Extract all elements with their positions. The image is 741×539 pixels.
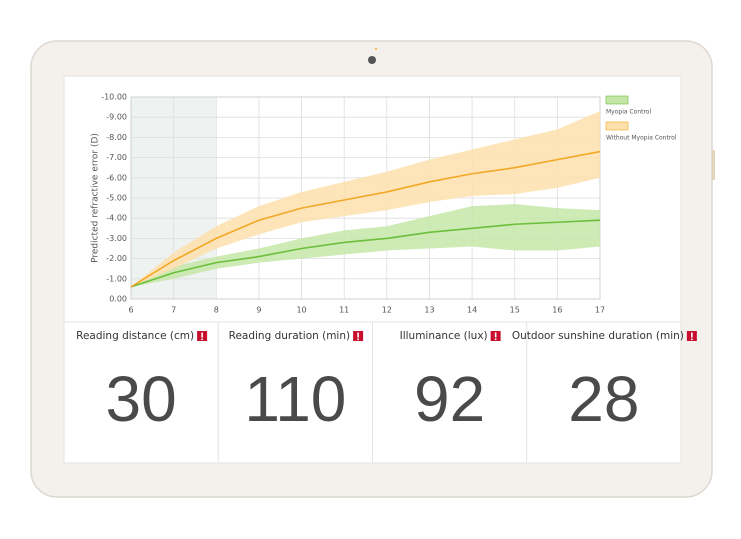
panels: Reading distance (cm) 30 Reading duration … bbox=[76, 322, 697, 463]
warning-icon-bar bbox=[691, 332, 693, 338]
y-tick-label: 0.00 bbox=[109, 295, 127, 304]
x-tick-label: 13 bbox=[424, 306, 434, 315]
panel-label: Reading duration (min) bbox=[229, 330, 350, 342]
panel-value: 30 bbox=[106, 363, 177, 435]
panel-value: 110 bbox=[244, 363, 346, 435]
x-tick-label: 14 bbox=[467, 306, 477, 315]
side-button bbox=[712, 150, 715, 180]
x-tick-label: 15 bbox=[510, 306, 520, 315]
confidence-band bbox=[131, 111, 600, 287]
y-tick-label: -1.00 bbox=[106, 274, 127, 283]
warning-icon-dot bbox=[494, 338, 497, 341]
warning-icon-bar bbox=[357, 332, 359, 338]
confidence-band bbox=[131, 204, 600, 287]
y-tick-label: -10.00 bbox=[101, 93, 127, 102]
x-tick-label: 8 bbox=[214, 306, 219, 315]
sensor bbox=[375, 48, 377, 50]
camera bbox=[368, 56, 376, 64]
series-line bbox=[130, 150, 601, 288]
legend-swatch bbox=[605, 95, 629, 105]
panel-label: Outdoor sunshine duration (min) bbox=[512, 330, 684, 342]
series-line bbox=[130, 219, 601, 288]
warning-icon-dot bbox=[357, 338, 359, 341]
x-tick-label: 9 bbox=[256, 306, 261, 315]
x-tick-label: 6 bbox=[128, 306, 133, 315]
y-tick-label: -2.00 bbox=[106, 254, 127, 263]
x-tick-label: 16 bbox=[552, 306, 562, 315]
legend-label: Without Myopia Control bbox=[606, 135, 677, 142]
warning-icon-bar bbox=[494, 332, 497, 338]
y-tick-label: -5.00 bbox=[106, 194, 127, 203]
y-tick-label: -8.00 bbox=[106, 133, 127, 142]
chart: Predicted refractive error (D) 0.00 -1.00… bbox=[91, 93, 677, 315]
y-tick-label: -4.00 bbox=[106, 214, 127, 223]
panel-label: Reading distance (cm) bbox=[76, 330, 194, 342]
y-tick-label: -7.00 bbox=[106, 153, 127, 162]
warning-icon-bar bbox=[201, 332, 203, 338]
warning-icon-dot bbox=[691, 338, 693, 341]
x-tick-label: 7 bbox=[171, 306, 176, 315]
panel-value: 28 bbox=[568, 363, 639, 435]
y-tick-label: -6.00 bbox=[106, 173, 127, 182]
x-tick-label: 10 bbox=[296, 306, 306, 315]
panel-value: 92 bbox=[414, 363, 485, 435]
legend-swatch bbox=[605, 121, 629, 131]
x-tick-label: 17 bbox=[595, 306, 605, 315]
x-tick-label: 11 bbox=[339, 306, 349, 315]
y-axis-label: Predicted refractive error (D) bbox=[91, 133, 101, 263]
y-tick-label: -3.00 bbox=[106, 234, 127, 243]
y-tick-label: -9.00 bbox=[106, 113, 127, 122]
warning-icon-dot bbox=[201, 338, 203, 341]
x-tick-label: 12 bbox=[382, 306, 392, 315]
legend-label: Myopia Control bbox=[606, 109, 651, 116]
plot-border bbox=[130, 96, 601, 300]
panel-label: Illuminance (lux) bbox=[400, 330, 488, 342]
